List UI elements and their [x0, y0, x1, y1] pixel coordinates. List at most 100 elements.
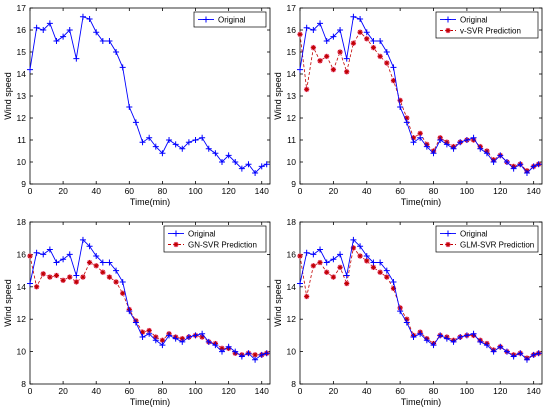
y-tick-label: 18	[17, 217, 27, 227]
prediction-marker	[310, 262, 317, 269]
prediction-marker	[303, 293, 310, 300]
original-marker	[403, 319, 410, 326]
y-tick-label: 17	[17, 3, 27, 13]
original-marker	[523, 356, 530, 363]
prediction-marker	[317, 58, 323, 64]
prediction-marker-star	[370, 264, 376, 270]
series-original	[27, 236, 270, 363]
original-marker	[53, 259, 60, 266]
original-marker	[303, 24, 310, 31]
legend-box	[435, 225, 539, 253]
prediction-marker	[337, 264, 343, 271]
prediction-marker	[119, 290, 126, 297]
legend-box	[163, 225, 267, 253]
original-marker	[397, 308, 404, 315]
prediction-marker	[40, 271, 47, 277]
original-marker	[417, 134, 424, 141]
prediction-marker-star	[350, 245, 356, 251]
x-tick-label: 0	[298, 186, 303, 196]
legend-marker-prediction	[173, 241, 179, 248]
original-marker	[503, 159, 510, 165]
prediction-marker-star	[317, 260, 323, 265]
original-marker	[245, 161, 252, 168]
prediction-marker-star	[140, 329, 146, 335]
prediction-marker-star	[199, 334, 205, 340]
original-marker	[263, 161, 270, 168]
prediction-marker	[337, 49, 343, 55]
original-marker	[119, 278, 126, 285]
prediction-marker-star	[146, 328, 152, 334]
prediction-marker	[179, 335, 186, 342]
prediction-marker-star	[219, 345, 225, 351]
original-marker	[530, 163, 537, 170]
prediction-marker	[53, 272, 60, 279]
original-marker	[46, 20, 53, 27]
original-marker	[66, 27, 73, 33]
x-axis-label: Time(min)	[401, 397, 441, 407]
original-marker	[450, 145, 457, 152]
original-marker	[517, 161, 524, 168]
original-marker	[423, 337, 430, 344]
original-marker	[470, 134, 477, 141]
prediction-marker	[323, 53, 330, 60]
prediction-marker-star	[304, 86, 310, 92]
prediction-marker-star	[324, 269, 330, 275]
original-marker	[523, 170, 530, 176]
original-marker	[192, 137, 199, 143]
original-marker	[86, 16, 93, 22]
y-tick-label: 17	[287, 3, 297, 13]
prediction-marker-star	[67, 274, 73, 280]
original-marker	[99, 38, 106, 44]
prediction-marker-star	[384, 274, 390, 280]
original-marker	[73, 272, 80, 279]
prediction-marker-star	[344, 281, 350, 287]
y-tick-label: 8	[291, 379, 296, 389]
y-tick-label: 10	[287, 157, 297, 167]
legend-marker-prediction	[445, 241, 451, 248]
original-marker	[40, 251, 47, 258]
prediction-marker	[73, 279, 80, 285]
y-tick-label: 14	[17, 69, 27, 79]
original-marker	[93, 253, 100, 260]
original-marker	[152, 337, 159, 344]
original-marker	[337, 27, 344, 33]
original-marker	[323, 259, 330, 266]
original-marker	[423, 143, 430, 150]
original-marker	[383, 49, 390, 55]
y-tick-label: 15	[287, 47, 297, 57]
prediction-marker	[343, 69, 350, 75]
original-marker	[510, 165, 517, 172]
prediction-marker-star	[60, 277, 66, 283]
original-marker	[106, 259, 113, 266]
original-marker	[337, 251, 344, 258]
original-marker	[166, 332, 173, 339]
original-marker	[159, 342, 166, 349]
y-tick-label: 11	[17, 135, 26, 145]
prediction-marker-star	[297, 253, 303, 259]
prediction-marker-star	[120, 290, 126, 296]
x-axis-label: Time(min)	[401, 197, 441, 207]
y-tick-label: 13	[17, 91, 27, 101]
y-axis-label: Wind speed	[273, 72, 283, 120]
legend-label: GN-SVR Prediction	[188, 241, 257, 250]
legend: Original v-SVR Prediction	[435, 11, 539, 39]
original-marker	[106, 38, 113, 44]
x-tick-label: 20	[329, 386, 339, 396]
original-marker	[27, 66, 33, 73]
original-marker	[146, 330, 153, 337]
prediction-marker	[417, 130, 423, 137]
prediction-marker	[66, 274, 73, 280]
y-tick-label: 10	[17, 157, 27, 167]
original-marker	[205, 338, 212, 345]
prediction-marker-star	[370, 45, 376, 51]
prediction-marker-star	[390, 285, 396, 291]
original-marker	[477, 338, 484, 345]
prediction-marker	[330, 66, 337, 73]
original-marker	[470, 330, 477, 337]
original-marker	[86, 243, 93, 250]
x-tick-label: 40	[362, 386, 372, 396]
prediction-marker-star	[304, 294, 310, 300]
prediction-marker-star	[384, 60, 390, 66]
x-tick-label: 140	[527, 386, 541, 396]
